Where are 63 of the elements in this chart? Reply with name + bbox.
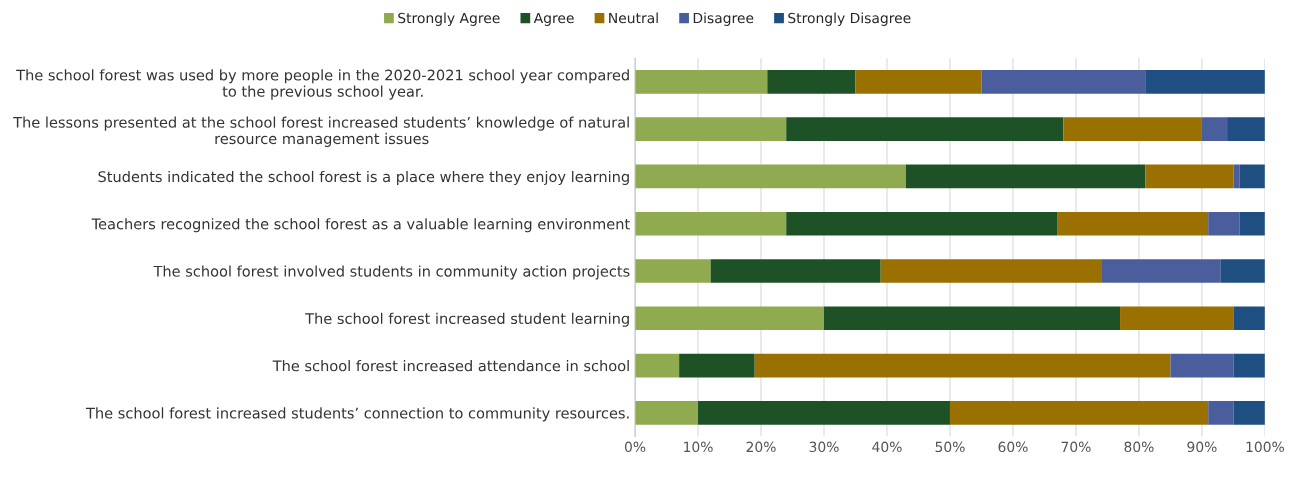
- bar: [710, 259, 881, 283]
- bar: [1145, 164, 1234, 189]
- y-tick-label: The school forest involved students in community action projects: [153, 265, 630, 280]
- legend-label: Agree: [533, 12, 574, 26]
- bar: [1227, 117, 1265, 141]
- legend-label: Strongly Agree: [398, 12, 500, 26]
- x-tick-label: 30%: [809, 441, 839, 453]
- y-tick-label: Students indicated the school forest is a place where they enjoy learning: [98, 170, 629, 185]
- x-tick-label: 100%: [1246, 441, 1284, 453]
- y-tick-label: The school forest increased attendance in school: [272, 360, 629, 372]
- x-tick-label: 90%: [1187, 441, 1217, 453]
- bar: [786, 211, 1058, 236]
- bar: [1239, 164, 1265, 189]
- bar: [698, 401, 950, 425]
- bar: [635, 117, 787, 141]
- x-tick-label: 70%: [1061, 441, 1091, 453]
- bar: [786, 117, 1064, 141]
- y-tick-label: The school forest was used by more people in the 2020-2021 school year compared to the previous school year.: [16, 69, 629, 100]
- bar: [1120, 306, 1234, 331]
- bar: [635, 353, 680, 378]
- legend-label: Disagree: [693, 12, 754, 26]
- x-tick-label: 50%: [935, 441, 965, 453]
- y-tick-label: Teachers recognized the school forest as a valuable learning environment: [91, 218, 630, 233]
- bar: [880, 259, 1102, 283]
- bar: [1208, 211, 1240, 236]
- bar: [1233, 401, 1265, 425]
- y-tick-label: The school forest increased student learning: [305, 312, 629, 327]
- bar: [635, 164, 906, 189]
- x-tick-label: 0%: [624, 441, 646, 453]
- y-tick-label: The lessons presented at the school forest increased students’ knowledge of natural resource management issues: [13, 116, 629, 147]
- bar: [855, 70, 982, 94]
- bar: [1239, 211, 1265, 236]
- bar: [635, 306, 824, 331]
- bar: [1208, 401, 1234, 425]
- bar: [635, 211, 787, 236]
- bar: [1063, 117, 1202, 141]
- bar: [1057, 211, 1209, 236]
- bar: [1101, 259, 1221, 283]
- x-tick-label: 60%: [998, 441, 1028, 453]
- bar: [1145, 70, 1265, 94]
- bar: [981, 70, 1146, 94]
- x-tick-label: 20%: [746, 441, 776, 453]
- legend-label: Strongly Disagree: [788, 12, 911, 26]
- bar: [1170, 353, 1234, 378]
- bar: [1233, 353, 1265, 378]
- bar: [679, 353, 755, 378]
- x-tick-label: 10%: [684, 441, 713, 453]
- y-tick-label: The school forest increased students’ connection to community resources.: [85, 407, 629, 422]
- bar: [949, 401, 1209, 425]
- x-tick-label: 40%: [872, 441, 902, 453]
- bar: [767, 70, 856, 94]
- bar: [635, 259, 711, 283]
- bar: [635, 70, 768, 94]
- bar: [635, 401, 699, 425]
- bar: [905, 164, 1146, 189]
- bar: [754, 353, 1171, 378]
- legend-label: Neutral: [609, 12, 658, 24]
- bar: [1233, 306, 1265, 331]
- bar: [1233, 164, 1240, 189]
- bar: [1220, 259, 1265, 283]
- x-tick-label: 80%: [1124, 441, 1154, 453]
- bar: [824, 306, 1121, 331]
- bar: [1201, 117, 1228, 141]
